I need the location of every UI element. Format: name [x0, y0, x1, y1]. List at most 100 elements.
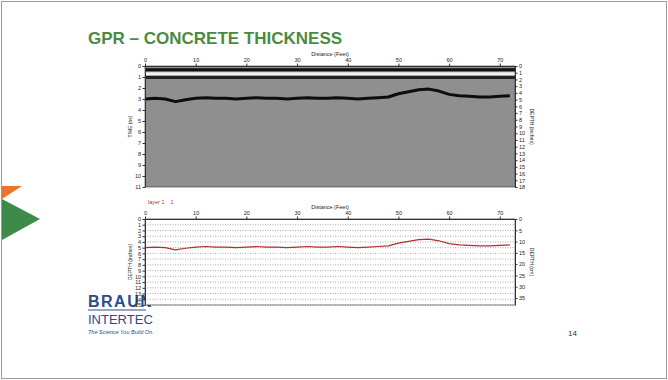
tick-label: 0: [144, 57, 147, 63]
tick-mark: [515, 100, 518, 101]
tick-mark: [449, 217, 450, 220]
plot-frame: [145, 219, 515, 305]
y2-axis-tick: 11: [515, 137, 525, 143]
tick-label: 2: [519, 77, 522, 83]
x-axis-tick: 70: [497, 210, 503, 219]
x-axis-line: [146, 219, 516, 220]
marks: [145, 239, 510, 250]
tick-label: 6: [519, 104, 522, 110]
tick-label: 10: [135, 173, 141, 179]
tick-label: 35: [519, 295, 525, 301]
x-axis-tick: 40: [345, 57, 351, 66]
grid-line: [145, 287, 515, 288]
reflection: [145, 89, 510, 102]
grid-line: [145, 236, 515, 237]
tick-mark: [500, 64, 501, 67]
tick-label: 40: [345, 210, 351, 216]
tick-mark: [515, 219, 518, 220]
tick-label: 8: [519, 117, 522, 123]
y2-axis: 05101520253035: [515, 216, 525, 305]
annotation: 1: [171, 199, 174, 205]
logo-name: BRAUN: [88, 293, 153, 310]
y2-axis-tick: 0: [515, 63, 522, 69]
y2-axis-tick: 8: [515, 117, 522, 123]
x-axis-tick: 50: [396, 57, 402, 66]
grid-line: [145, 224, 515, 225]
tick-mark: [143, 143, 146, 144]
logo-subname: INTERTEC: [88, 312, 153, 327]
slide-border: [2, 2, 667, 379]
tick-mark: [515, 79, 518, 80]
y-axis-tick: 9: [138, 162, 145, 168]
y-axis-tick: 4: [138, 107, 145, 113]
tick-mark: [143, 121, 146, 122]
x-axis-tick: 0: [144, 57, 147, 66]
deco-orange: [2, 186, 22, 199]
slide: GPR – CONCRETE THICKNESSBRAUNINTERTECThe…: [0, 0, 668, 380]
y-axis-tick: 11: [135, 184, 145, 190]
tick-mark: [143, 154, 146, 155]
x-axis-tick: 60: [447, 210, 453, 219]
tick-label: 4: [138, 107, 141, 113]
y2-axis: 0123456789101112131415161718: [515, 63, 525, 190]
grid-line: [145, 276, 515, 277]
y-axis-title: TIME (ns): [127, 115, 133, 137]
tick-label: 1: [519, 70, 522, 76]
y2-axis-tick: 30: [515, 284, 525, 290]
grid-line: [145, 230, 515, 231]
grid-line: [145, 253, 515, 254]
y2-axis-tick: 5: [515, 97, 522, 103]
tick-mark: [515, 147, 518, 148]
tick-mark: [143, 225, 146, 226]
tick-mark: [145, 64, 146, 67]
y2-axis-tick: 3: [515, 83, 522, 89]
tick-mark: [515, 287, 518, 288]
y2-axis-tick: 15: [515, 250, 525, 256]
grid-line: [145, 264, 515, 265]
grid-line: [145, 259, 515, 260]
tick-label: 25: [519, 273, 525, 279]
deco-green: [2, 199, 40, 240]
tick-mark: [143, 219, 146, 220]
tick-mark: [143, 88, 146, 89]
tick-mark: [143, 77, 146, 78]
y-axis: 01234567891011: [135, 63, 146, 190]
grid-line: [145, 293, 515, 294]
y-axis-tick: 5: [138, 118, 145, 124]
tick-mark: [348, 217, 349, 220]
tick-mark: [143, 276, 146, 277]
x-axis-line: [146, 66, 516, 67]
tick-mark: [143, 99, 146, 100]
y2-axis-tick: 15: [515, 164, 525, 170]
x-axis-tick: 70: [497, 57, 503, 66]
x-axis-tick: 50: [396, 210, 402, 219]
tick-label: 5: [519, 228, 522, 234]
y2-axis-tick: 5: [515, 228, 522, 234]
tick-mark: [143, 271, 146, 272]
y2-axis-tick: 6: [515, 104, 522, 110]
tick-mark: [143, 282, 146, 283]
tick-label: 30: [294, 57, 300, 63]
y2-axis-tick: 18: [515, 184, 525, 190]
y-axis-tick: 2: [138, 85, 145, 91]
tick-label: 9: [138, 162, 141, 168]
tick-mark: [515, 242, 518, 243]
tick-label: 15: [135, 302, 141, 308]
grid-line: [145, 241, 515, 242]
y2-axis-line: [515, 220, 516, 306]
tick-label: 40: [345, 57, 351, 63]
tick-mark: [515, 253, 518, 254]
tick-mark: [515, 140, 518, 141]
tick-label: 3: [138, 96, 141, 102]
tick-label: 10: [193, 57, 199, 63]
marks: [145, 70, 515, 102]
grid: [145, 219, 515, 305]
y-axis-line: [145, 220, 146, 306]
tick-label: 20: [244, 57, 250, 63]
slide-title: GPR – CONCRETE THICKNESS: [88, 29, 342, 48]
y2-axis-tick: 10: [515, 239, 525, 245]
tick-mark: [246, 64, 247, 67]
logo-rule: [88, 310, 146, 311]
tick-label: 0: [519, 216, 522, 222]
tick-mark: [515, 275, 518, 276]
